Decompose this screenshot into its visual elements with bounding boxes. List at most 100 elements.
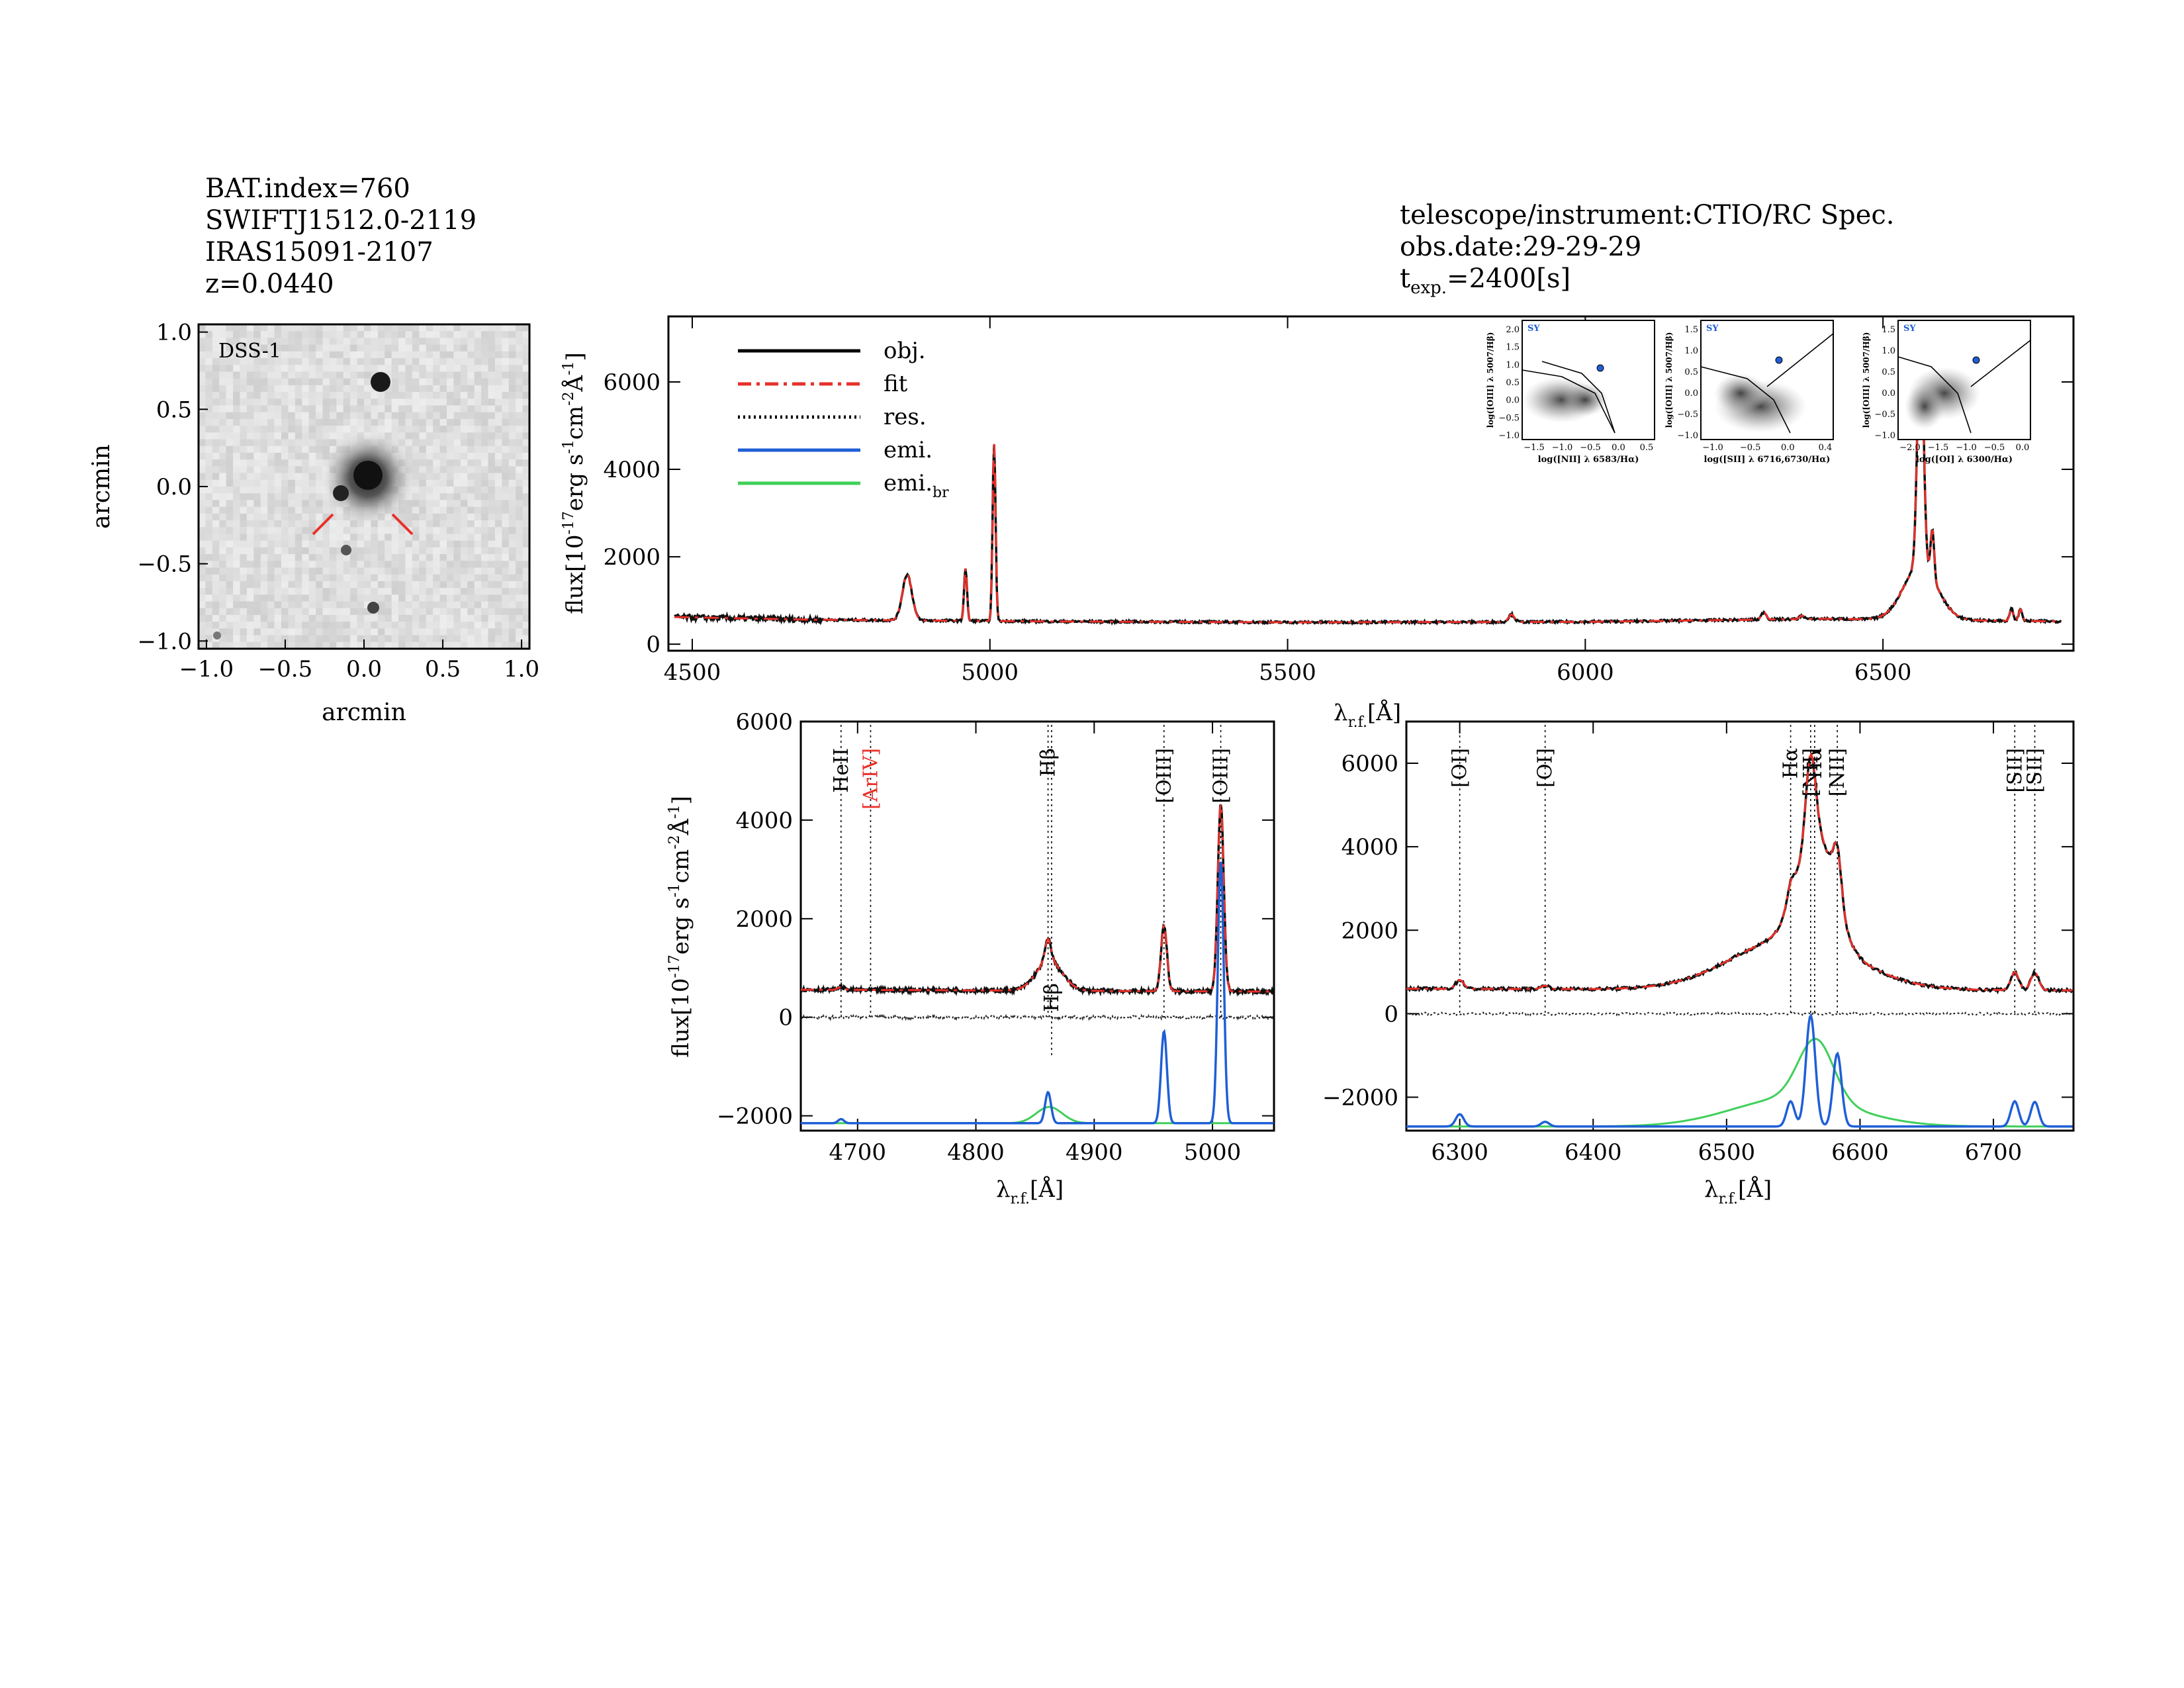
- dss-pixel: [316, 614, 324, 622]
- dss-pixel: [377, 588, 385, 595]
- dss-pixel: [508, 588, 516, 595]
- dss-pixel: [253, 628, 261, 636]
- dss-pixel: [419, 344, 427, 352]
- dss-pixel: [377, 554, 385, 561]
- dss-pixel: [481, 547, 489, 555]
- dss-pixel: [274, 641, 282, 649]
- dss-pixel: [481, 479, 489, 487]
- dss-pixel: [398, 405, 406, 413]
- dss-pixel: [199, 594, 206, 602]
- dss-pixel: [453, 534, 461, 541]
- dss-pixel: [488, 479, 496, 487]
- dss-pixel: [322, 324, 330, 332]
- dss-pixel: [377, 331, 385, 339]
- dss-pixel: [426, 365, 433, 373]
- dss-pixel: [233, 588, 241, 595]
- dss-pixel: [391, 405, 399, 413]
- dss-pixel: [508, 540, 516, 548]
- dss-pixel: [274, 527, 282, 535]
- dss-pixel: [212, 331, 220, 339]
- dss-pixel: [295, 466, 302, 474]
- dss-pixel: [405, 378, 413, 386]
- dss-pixel: [391, 574, 399, 582]
- dss-pixel: [447, 527, 455, 535]
- dss-pixel: [516, 527, 523, 535]
- bpt-xtick-label: 0.0: [2016, 443, 2030, 453]
- dss-pixel: [385, 554, 392, 561]
- dss-pixel: [240, 588, 248, 595]
- dss-pixel: [516, 588, 523, 595]
- dss-pixel: [308, 358, 316, 365]
- legend-label: emi.br: [884, 470, 949, 501]
- dss-pixel: [246, 378, 254, 386]
- dss-pixel: [350, 371, 358, 379]
- dss-pixel: [439, 527, 447, 535]
- dss-pixel: [453, 608, 461, 616]
- dss-pixel: [205, 567, 213, 575]
- dss-pixel: [398, 418, 406, 426]
- dss-pixel: [343, 338, 351, 346]
- dss-pixel: [453, 574, 461, 582]
- dss-pixel: [357, 385, 365, 393]
- dss-pixel: [419, 385, 427, 393]
- dss-pixel: [295, 432, 302, 440]
- right-line-label: [SII]: [2024, 748, 2047, 793]
- dss-pixel: [267, 608, 275, 616]
- dss-pixel: [488, 365, 496, 373]
- dss-pixel: [377, 338, 385, 346]
- dss-pixel: [516, 622, 523, 629]
- dss-pixel: [391, 622, 399, 629]
- dss-pixel: [502, 594, 510, 602]
- dss-pixel: [488, 506, 496, 514]
- dss-pixel: [316, 608, 324, 616]
- dss-pixel: [447, 351, 455, 359]
- dss-pixel: [281, 358, 289, 365]
- dss-pixel: [288, 418, 296, 426]
- dss-pixel: [295, 473, 302, 481]
- dss-pixel: [219, 635, 227, 643]
- dss-pixel: [240, 412, 248, 420]
- bpt-xtick-label: −0.5: [1984, 443, 2005, 453]
- dss-pixel: [488, 331, 496, 339]
- dss-pixel: [329, 418, 337, 426]
- dss-pixel: [371, 324, 379, 332]
- dss-pixel: [460, 371, 468, 379]
- dss-pixel: [212, 622, 220, 629]
- dss-pixel: [467, 365, 475, 373]
- dss-pixel: [467, 628, 475, 636]
- dss-pixel: [329, 378, 337, 386]
- dss-pixel: [419, 574, 427, 582]
- dss-pixel: [212, 426, 220, 433]
- dss-pixel: [516, 331, 523, 339]
- dss-pixel: [343, 399, 351, 406]
- dss-pixel: [226, 534, 234, 541]
- dss-pixel: [316, 635, 324, 643]
- dss-pixel: [246, 567, 254, 575]
- dss-pixel: [205, 594, 213, 602]
- dss-pixel: [385, 581, 392, 588]
- dss-pixel: [302, 473, 310, 481]
- dss-pixel: [385, 351, 392, 359]
- dss-pixel: [398, 635, 406, 643]
- dss-pixel: [316, 581, 324, 588]
- dss-xtick-label: 0.5: [425, 656, 461, 682]
- dss-pixel: [460, 418, 468, 426]
- dss-pixel: [302, 540, 310, 548]
- dss-pixel: [453, 371, 461, 379]
- dss-pixel: [212, 365, 220, 373]
- dss-pixel: [412, 378, 420, 386]
- dss-pixel: [212, 324, 220, 332]
- dss-pixel: [226, 445, 234, 453]
- dss-pixel: [281, 371, 289, 379]
- dss-pixel: [398, 399, 406, 406]
- dss-pixel: [288, 635, 296, 643]
- dss-pixel: [371, 392, 379, 399]
- dss-pixel: [474, 466, 482, 474]
- dss-pixel: [329, 608, 337, 616]
- dss-pixel: [391, 385, 399, 393]
- dss-pixel: [233, 358, 241, 365]
- dss-pixel: [350, 581, 358, 588]
- dss-pixel: [226, 418, 234, 426]
- right-line-label: [OI]: [1534, 748, 1557, 788]
- dss-pixel: [329, 324, 337, 332]
